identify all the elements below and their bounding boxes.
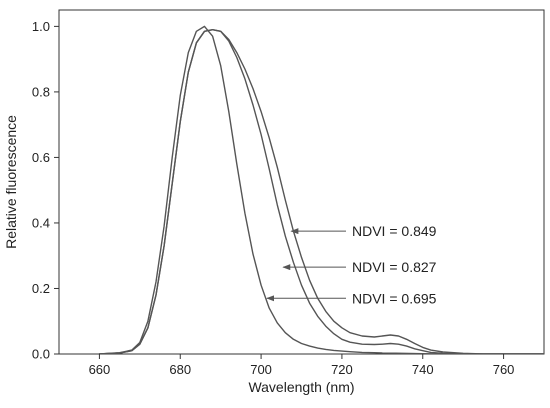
y-axis: 0.0 0.2 0.4 0.6 0.8 1.0 xyxy=(32,19,59,362)
x-axis-title: Wavelength (nm) xyxy=(248,379,354,395)
series-line-3 xyxy=(98,25,544,354)
series-layer xyxy=(98,25,544,354)
annotations: NDVI = 0.849 NDVI = 0.827 NDVI = 0.695 xyxy=(266,223,437,306)
y-tick-label: 0.8 xyxy=(32,84,50,99)
y-tick-label: 0.6 xyxy=(32,150,50,165)
annotation-label-2: NDVI = 0.827 xyxy=(352,259,437,275)
plot-border xyxy=(58,9,545,355)
plot-frame xyxy=(58,9,545,355)
x-tick-label: 660 xyxy=(89,362,111,377)
y-tick-label: 0.4 xyxy=(32,215,50,230)
annotation-label-1: NDVI = 0.849 xyxy=(352,223,437,239)
y-tick-label: 1.0 xyxy=(32,19,50,34)
y-tick-label: 0.2 xyxy=(32,281,50,296)
x-tick-label: 740 xyxy=(412,362,434,377)
x-tick-label: 680 xyxy=(169,362,191,377)
y-axis-title: Relative fluorescence xyxy=(3,115,19,249)
y-tick-label: 0.0 xyxy=(32,347,50,362)
x-tick-label: 720 xyxy=(331,362,353,377)
annotation-label-3: NDVI = 0.695 xyxy=(352,290,437,306)
x-tick-label: 700 xyxy=(250,362,272,377)
series-line-2 xyxy=(98,29,544,354)
x-axis: 660 680 700 720 740 760 xyxy=(89,354,515,377)
series-line-1 xyxy=(98,29,544,354)
x-tick-label: 760 xyxy=(493,362,515,377)
